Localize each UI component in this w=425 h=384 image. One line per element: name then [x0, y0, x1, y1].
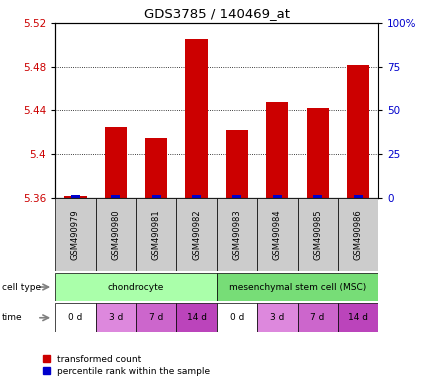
Text: 7 d: 7 d — [149, 313, 163, 322]
Text: 3 d: 3 d — [109, 313, 123, 322]
Bar — [354, 195, 363, 198]
Text: 14 d: 14 d — [348, 313, 368, 322]
Bar — [217, 198, 257, 271]
Bar — [96, 198, 136, 271]
Bar — [55, 303, 96, 332]
Bar — [232, 195, 241, 198]
Bar — [176, 198, 217, 271]
Bar — [226, 130, 248, 198]
Text: mesenchymal stem cell (MSC): mesenchymal stem cell (MSC) — [229, 283, 366, 291]
Bar — [176, 303, 217, 332]
Bar — [273, 195, 282, 198]
Text: GSM490979: GSM490979 — [71, 209, 80, 260]
Text: 3 d: 3 d — [270, 313, 284, 322]
Text: GSM490981: GSM490981 — [152, 209, 161, 260]
Bar — [145, 138, 167, 198]
Bar — [136, 198, 176, 271]
Text: GSM490980: GSM490980 — [111, 209, 120, 260]
Text: time: time — [2, 313, 23, 322]
Text: 0 d: 0 d — [230, 313, 244, 322]
Bar — [105, 127, 127, 198]
Bar — [313, 195, 322, 198]
Bar — [298, 303, 338, 332]
Bar — [257, 303, 298, 332]
Bar — [298, 198, 338, 271]
Text: GSM490984: GSM490984 — [273, 209, 282, 260]
Bar — [266, 102, 289, 198]
Text: GSM490982: GSM490982 — [192, 209, 201, 260]
Bar — [96, 303, 136, 332]
Text: GSM490983: GSM490983 — [232, 209, 241, 260]
Text: 0 d: 0 d — [68, 313, 82, 322]
Bar — [55, 198, 96, 271]
Bar — [136, 303, 176, 332]
Bar — [306, 108, 329, 198]
Title: GDS3785 / 140469_at: GDS3785 / 140469_at — [144, 7, 290, 20]
Text: cell type: cell type — [2, 283, 41, 291]
Bar — [55, 273, 217, 301]
Text: 14 d: 14 d — [187, 313, 207, 322]
Bar — [338, 303, 378, 332]
Bar — [71, 195, 80, 198]
Bar — [217, 303, 257, 332]
Bar — [217, 273, 378, 301]
Bar — [192, 195, 201, 198]
Bar — [347, 65, 369, 198]
Bar — [257, 198, 298, 271]
Legend: transformed count, percentile rank within the sample: transformed count, percentile rank withi… — [43, 355, 210, 376]
Text: GSM490985: GSM490985 — [313, 209, 322, 260]
Text: chondrocyte: chondrocyte — [108, 283, 164, 291]
Bar — [111, 195, 120, 198]
Text: 7 d: 7 d — [311, 313, 325, 322]
Bar — [152, 195, 161, 198]
Bar — [64, 195, 87, 198]
Text: GSM490986: GSM490986 — [354, 209, 363, 260]
Bar — [338, 198, 378, 271]
Bar — [185, 40, 208, 198]
